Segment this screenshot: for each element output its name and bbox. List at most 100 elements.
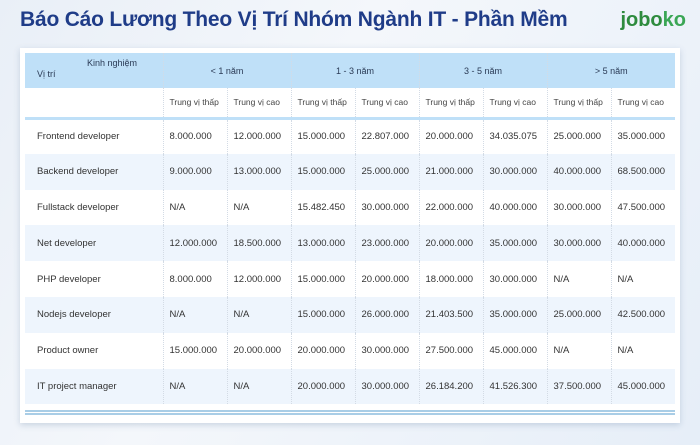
salary-cell: 20.000.000 xyxy=(418,118,483,154)
salary-cell: 30.000.000 xyxy=(354,189,419,226)
salary-cell: 47.500.000 xyxy=(610,189,675,226)
salary-cell: 15.000.000 xyxy=(162,332,227,369)
salary-cell: 21.403.500 xyxy=(418,296,483,333)
salary-cell: 30.000.000 xyxy=(482,153,547,190)
salary-cell: 30.000.000 xyxy=(354,368,419,405)
salary-cell: N/A xyxy=(226,189,291,226)
corner-header: Kinh nghiệm Vị trí xyxy=(25,53,163,88)
subheader-row: Trung vị thấp Trung vị cao Trung vị thấp Tr… xyxy=(25,88,675,120)
salary-cell: 45.000.000 xyxy=(482,332,547,369)
salary-cell: 12.000.000 xyxy=(226,261,291,297)
position-cell: PHP developer xyxy=(37,273,101,285)
salary-cell: 12.000.000 xyxy=(226,118,291,154)
salary-cell: 18.000.000 xyxy=(418,261,483,297)
salary-table: Kinh nghiệm Vị trí < 1 năm 1 - 3 năm 3 - … xyxy=(25,53,675,405)
group-header: 1 - 3 năm xyxy=(290,53,419,88)
table-row: Frontend developer 8.000.000 12.000.000 15.… xyxy=(25,118,675,154)
salary-cell: 37.500.000 xyxy=(546,368,611,405)
salary-cell: 22.000.000 xyxy=(418,189,483,226)
subheader-cell: Trung vị thấp xyxy=(162,88,227,120)
joboko-logo: joboko xyxy=(620,9,686,31)
salary-table-card: Kinh nghiệm Vị trí < 1 năm 1 - 3 năm 3 - … xyxy=(20,48,680,423)
salary-cell: 25.000.000 xyxy=(354,153,419,190)
salary-cell: 27.500.000 xyxy=(418,332,483,369)
salary-cell: N/A xyxy=(226,368,291,405)
page-title: Báo Cáo Lương Theo Vị Trí Nhóm Ngành IT … xyxy=(20,8,568,31)
table-row: Fullstack developer N/A N/A 15.482.450 30.00… xyxy=(25,189,675,226)
position-cell: Product owner xyxy=(37,345,99,357)
salary-cell: 20.000.000 xyxy=(290,332,355,369)
salary-cell: 30.000.000 xyxy=(546,225,611,262)
salary-cell: 20.000.000 xyxy=(226,332,291,369)
table-row: Backend developer 9.000.000 13.000.000 15.0… xyxy=(25,153,675,190)
salary-cell: 42.500.000 xyxy=(610,296,675,333)
table-row: PHP developer 8.000.000 12.000.000 15.000.0… xyxy=(25,261,675,297)
salary-cell: N/A xyxy=(226,296,291,333)
salary-cell: 15.000.000 xyxy=(290,261,355,297)
salary-cell: 15.000.000 xyxy=(290,118,355,154)
salary-cell: 18.500.000 xyxy=(226,225,291,262)
salary-cell: 26.184.200 xyxy=(418,368,483,405)
salary-cell: 15.000.000 xyxy=(290,153,355,190)
salary-cell: 30.000.000 xyxy=(354,332,419,369)
salary-cell: 30.000.000 xyxy=(482,261,547,297)
salary-cell: 20.000.000 xyxy=(354,261,419,297)
salary-cell: 12.000.000 xyxy=(162,225,227,262)
header-row: Kinh nghiệm Vị trí < 1 năm 1 - 3 năm 3 - … xyxy=(25,53,675,88)
table-footer-line xyxy=(25,410,675,415)
salary-cell: N/A xyxy=(162,368,227,405)
table-row: Product owner 15.000.000 20.000.000 20.000.… xyxy=(25,332,675,369)
empty-cell xyxy=(25,88,163,120)
subheader-cell: Trung vị thấp xyxy=(546,88,611,120)
table-row: Nodejs developer N/A N/A 15.000.000 26.000.0… xyxy=(25,296,675,333)
table-row: Net developer 12.000.000 18.500.000 13.000.… xyxy=(25,225,675,262)
experience-label: Kinh nghiệm xyxy=(87,58,138,68)
subheader-cell: Trung vị cao xyxy=(610,88,675,120)
salary-cell: 35.000.000 xyxy=(610,118,675,154)
salary-cell: 40.000.000 xyxy=(610,225,675,262)
subheader-cell: Trung vị cao xyxy=(482,88,547,120)
group-header: < 1 năm xyxy=(162,53,291,88)
salary-cell: 15.482.450 xyxy=(290,189,355,226)
salary-cell: 25.000.000 xyxy=(546,118,611,154)
subheader-cell: Trung vị thấp xyxy=(290,88,355,120)
salary-cell: 13.000.000 xyxy=(290,225,355,262)
salary-cell: 40.000.000 xyxy=(546,153,611,190)
salary-cell: N/A xyxy=(610,332,675,369)
subheader-cell: Trung vị thấp xyxy=(418,88,483,120)
position-cell: IT project manager xyxy=(25,368,163,405)
salary-cell: 9.000.000 xyxy=(162,153,227,190)
salary-cell: 41.526.300 xyxy=(482,368,547,405)
salary-cell: 25.000.000 xyxy=(546,296,611,333)
salary-cell: 35.000.000 xyxy=(482,296,547,333)
salary-cell: N/A xyxy=(162,189,227,226)
group-header: > 5 năm xyxy=(546,53,675,88)
salary-cell: 26.000.000 xyxy=(354,296,419,333)
salary-cell: 22.807.000 xyxy=(354,118,419,154)
position-label: Vị trí xyxy=(37,69,56,79)
table-row: IT project manager N/A N/A 20.000.000 30.000… xyxy=(25,368,675,405)
salary-cell: N/A xyxy=(610,261,675,297)
salary-cell: 23.000.000 xyxy=(354,225,419,262)
subheader-cell: Trung vị cao xyxy=(354,88,419,120)
position-cell: Net developer xyxy=(25,225,163,262)
salary-cell: 8.000.000 xyxy=(162,118,227,154)
salary-cell: 21.000.000 xyxy=(418,153,483,190)
subheader-cell: Trung vị cao xyxy=(226,88,291,120)
salary-cell: 35.000.000 xyxy=(482,225,547,262)
position-cell: Frontend developer xyxy=(37,131,120,143)
salary-cell: N/A xyxy=(162,296,227,333)
salary-cell: 30.000.000 xyxy=(546,189,611,226)
salary-cell: N/A xyxy=(546,332,611,369)
salary-cell: 45.000.000 xyxy=(610,368,675,405)
salary-cell: 34.035.075 xyxy=(482,118,547,154)
salary-cell: 40.000.000 xyxy=(482,189,547,226)
position-cell: Backend developer xyxy=(25,153,163,190)
position-cell: Fullstack developer xyxy=(37,201,119,213)
salary-cell: N/A xyxy=(546,261,611,297)
salary-cell: 13.000.000 xyxy=(226,153,291,190)
position-cell: Nodejs developer xyxy=(25,296,163,333)
salary-cell: 20.000.000 xyxy=(290,368,355,405)
group-header: 3 - 5 năm xyxy=(418,53,547,88)
salary-cell: 8.000.000 xyxy=(162,261,227,297)
